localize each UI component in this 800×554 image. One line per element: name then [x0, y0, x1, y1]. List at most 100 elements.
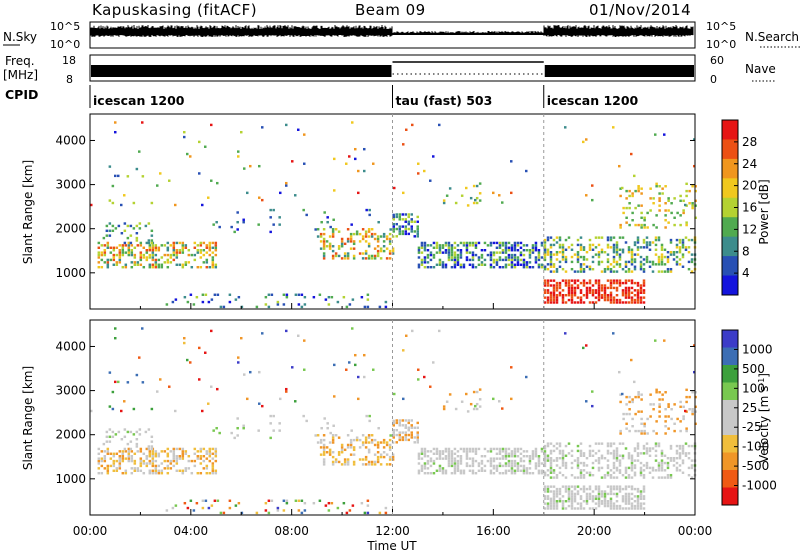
power-cell [477, 258, 481, 262]
velocity-cell [166, 455, 170, 458]
velocity-cell [492, 471, 496, 475]
power-cell [525, 244, 529, 247]
power-cell [368, 213, 371, 217]
velocity-cell [555, 459, 559, 462]
velocity-cell [564, 485, 568, 488]
velocity-cell [645, 449, 649, 453]
velocity-cell [546, 504, 550, 508]
velocity-cell [660, 461, 664, 465]
velocity-cell [543, 447, 547, 450]
velocity-cell [606, 492, 610, 496]
power-cell [639, 284, 643, 287]
velocity-cell [534, 467, 538, 470]
power-cell [157, 263, 161, 266]
velocity-cell [642, 447, 646, 450]
velocity-cell [687, 444, 691, 448]
power-cell [510, 256, 514, 259]
power-cell [465, 249, 469, 252]
power-cell [453, 261, 457, 264]
power-cell [501, 244, 505, 247]
velocity-cell [97, 452, 101, 455]
power-cell [654, 248, 658, 251]
power-cell [564, 284, 568, 287]
freq-series [91, 61, 694, 77]
velocity-cell [564, 476, 568, 479]
velocity-cell [618, 464, 622, 467]
power-cell [115, 263, 119, 266]
power-cell [175, 253, 179, 257]
velocity-cell [552, 492, 556, 496]
velocity-cell [492, 457, 496, 460]
power-cell [447, 251, 451, 254]
power-cell [522, 261, 526, 264]
velocity-cell [612, 454, 616, 457]
power-cell [282, 293, 286, 296]
velocity-cell [127, 459, 131, 463]
velocity-cell [139, 459, 143, 463]
power-cell [343, 257, 347, 260]
power-cell [468, 258, 472, 262]
power-cell [465, 251, 469, 254]
power-cell [624, 265, 628, 268]
power-cell [618, 279, 622, 282]
power-cell [585, 258, 589, 261]
power-cell [178, 251, 182, 254]
power-cell [148, 253, 152, 257]
velocity-cell [136, 467, 140, 470]
power-cell [445, 194, 449, 197]
velocity-cell [388, 448, 392, 452]
velocity-cell [693, 370, 696, 374]
power-cell [420, 263, 424, 266]
power-cell [597, 298, 601, 302]
power-cell [365, 208, 368, 212]
velocity-cell [579, 495, 583, 498]
velocity-cell [681, 444, 685, 448]
velocity-cell [672, 464, 676, 467]
power-cell [234, 298, 238, 301]
velocity-cell [543, 502, 547, 505]
power-cell [489, 244, 493, 247]
velocity-cell [392, 433, 395, 437]
power-cell [160, 265, 164, 269]
power-cell [606, 243, 610, 247]
power-cell [549, 279, 553, 282]
velocity-cell [687, 466, 691, 470]
power-cell [615, 246, 619, 249]
velocity-cell [543, 490, 547, 493]
velocity-cell [106, 450, 110, 453]
velocity-cell [630, 358, 633, 362]
power-cell [546, 267, 550, 271]
power-cell [305, 213, 308, 217]
power-cell [447, 253, 451, 257]
velocity-cell [175, 447, 179, 451]
power-cell [640, 211, 643, 215]
power-cell [349, 232, 353, 236]
velocity-cell [354, 363, 357, 367]
velocity-cell [391, 441, 395, 444]
velocity-cell [585, 456, 589, 460]
power-cell [651, 270, 655, 273]
velocity-cell [627, 497, 631, 500]
power-cell [622, 211, 625, 215]
power-cell [420, 251, 424, 254]
velocity-cell [582, 346, 585, 350]
power-cell [178, 263, 182, 266]
velocity-cell [322, 463, 326, 466]
power-cell [105, 224, 109, 228]
velocity-cell [612, 476, 616, 479]
power-cell [597, 284, 601, 287]
power-cell [453, 263, 457, 266]
velocity-cell [450, 455, 454, 458]
velocity-cell [410, 424, 413, 427]
velocity-cell [340, 451, 344, 454]
power-cell [639, 255, 643, 259]
velocity-cell [429, 385, 432, 388]
power-cell [636, 301, 640, 304]
velocity-cell [130, 471, 134, 475]
power-cell [450, 253, 454, 257]
velocity-cell [388, 438, 392, 442]
velocity-cell [160, 471, 164, 475]
velocity-cell [573, 507, 577, 510]
power-cell [328, 247, 332, 250]
velocity-cell [678, 454, 682, 457]
